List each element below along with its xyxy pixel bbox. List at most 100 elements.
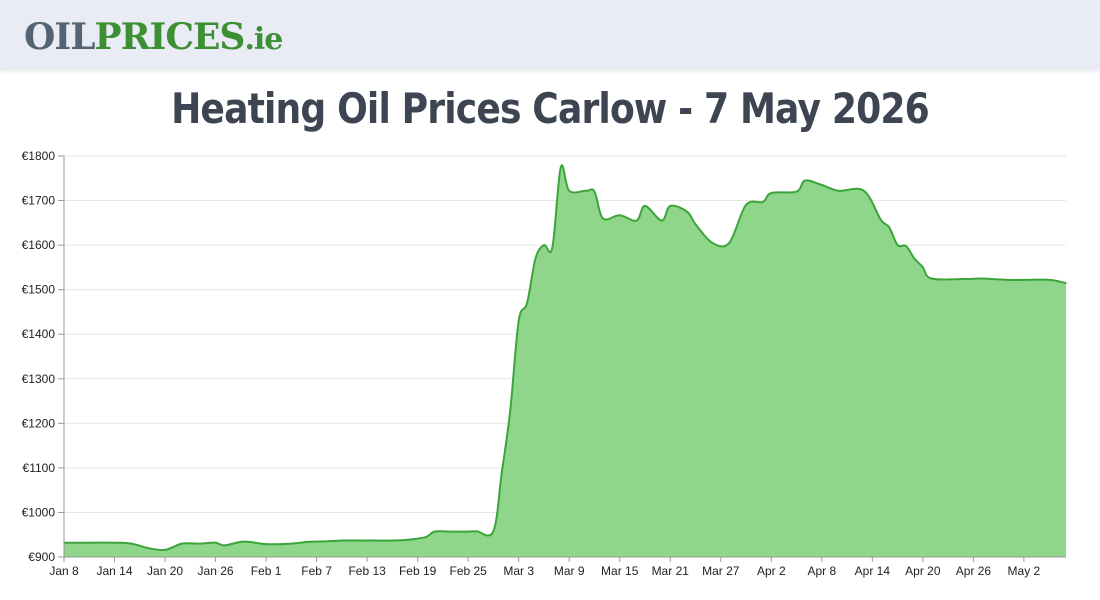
x-tick-label: Mar 15 [601,564,639,578]
x-tick-label: May 2 [1008,564,1041,578]
data-point [762,201,764,203]
x-tick-label: Mar 27 [702,564,740,578]
logo-text-oil: OIL [24,16,96,58]
data-point [661,219,663,222]
data-point [602,217,604,220]
data-point [433,530,436,533]
x-tick-label: Feb 7 [301,564,332,578]
data-point [795,190,798,193]
data-point [770,192,773,194]
site-logo[interactable]: OILPRICES.ie [24,14,283,63]
data-point [307,541,310,543]
y-tick-label: €1800 [22,149,56,163]
data-point [214,541,217,544]
series-area [64,165,1066,557]
logo-text-tld: .ie [244,22,283,57]
y-tick-label: €1300 [22,372,56,386]
y-tick-label: €1600 [22,238,56,252]
data-point [248,541,250,543]
data-point [821,184,823,186]
data-point [964,278,966,280]
x-tick-label: Jan 20 [147,564,183,578]
data-point [863,190,865,192]
data-point [425,536,427,538]
x-tick-label: Jan 14 [97,564,133,578]
data-point [492,530,495,532]
data-point [223,544,225,547]
data-point [341,539,343,542]
data-point [560,166,562,168]
data-point [534,257,537,260]
data-point [1006,279,1008,281]
data-point [686,210,688,213]
data-point [694,223,697,225]
y-axis-ticks: €900 €1000 €1100 €1200 €1300 €1400 €1500 €1600 €… [22,149,64,564]
data-point [922,266,924,269]
data-point [197,542,200,545]
data-point [745,204,747,206]
data-point [1023,279,1025,281]
page-title: Heating Oil Prices Carlow - 7 May 2026 [171,84,930,133]
data-point [618,214,621,217]
data-point [450,530,453,533]
x-tick-label: Feb 19 [399,564,437,578]
area-layer [63,164,1067,557]
x-tick-label: Apr 26 [956,564,992,578]
axes [63,156,1066,558]
data-point [644,205,646,207]
y-tick-label: €1700 [22,194,56,208]
data-point [265,543,267,545]
x-tick-label: Feb 13 [348,564,386,578]
data-point [509,409,512,411]
data-point [366,539,368,542]
data-point [88,541,91,544]
y-tick-label: €1000 [22,505,56,519]
data-point [1065,282,1067,284]
data-point [711,242,714,244]
data-point [130,542,133,545]
data-point [164,549,166,551]
data-point [147,547,149,549]
price-chart: €900 €1000 €1100 €1200 €1300 €1400 €1500 €1600 €… [22,149,1067,578]
y-tick-label: €1400 [22,327,56,341]
data-point [837,190,840,192]
logo-text-prices: PRICES [94,16,246,58]
data-point [981,277,983,280]
x-tick-label: Apr 8 [807,564,836,578]
y-tick-label: €900 [28,550,55,564]
data-point [930,277,933,280]
data-point [517,320,520,322]
x-tick-label: Jan 26 [198,564,234,578]
x-axis-ticks: Jan 8 Jan 14 Jan 20 Jan 26 Feb 1 Feb 7 Feb 13 F… [49,557,1041,578]
x-tick-label: Feb 1 [251,564,282,578]
x-tick-label: Jan 8 [49,564,79,578]
data-point [880,218,882,221]
data-point [585,190,587,192]
x-tick-label: Feb 25 [449,564,487,578]
data-point [526,302,528,304]
x-tick-label: Apr 14 [855,564,891,578]
data-point [905,245,907,247]
data-point [913,257,916,260]
y-tick-label: €1100 [23,461,56,475]
x-tick-label: Mar 3 [503,564,534,578]
data-point [240,541,242,543]
y-tick-label: €1200 [22,416,56,430]
data-point [543,244,545,246]
data-point [551,246,554,249]
data-point [501,471,503,474]
data-point [181,542,183,545]
series-line [63,164,1067,552]
data-point [1048,279,1050,281]
x-tick-label: Apr 20 [905,564,941,578]
data-point [896,244,899,246]
data-point [324,540,326,543]
data-point [669,205,672,207]
site-header: OILPRICES.ie [0,0,1100,70]
data-point [408,538,411,541]
x-tick-label: Mar 21 [652,564,690,578]
data-point [804,179,806,182]
data-point [113,541,116,544]
data-point [290,542,293,545]
data-point [593,190,596,193]
